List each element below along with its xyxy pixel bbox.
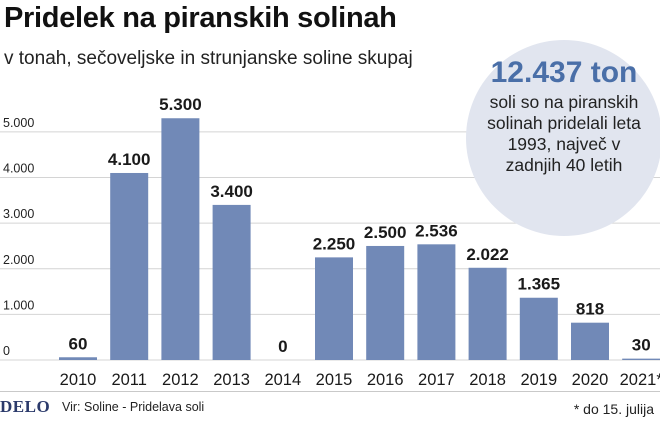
x-tick-label: 2016	[367, 371, 404, 389]
callout-text: soli so na piranskih solinah pridelali l…	[487, 92, 641, 175]
chart-subtitle: v tonah, sečoveljske in strunjanske soli…	[4, 48, 413, 69]
data-label: 3.400	[210, 182, 253, 201]
x-tick-label: 2019	[520, 371, 557, 389]
data-label: 818	[576, 300, 604, 319]
source-note: Vir: Soline - Pridelava soli	[62, 400, 205, 414]
bar	[571, 322, 609, 360]
data-label: 1.365	[518, 275, 561, 294]
bar	[161, 118, 200, 361]
y-tick-label: 5.000	[3, 116, 34, 130]
x-tick-label: 2020	[572, 371, 609, 389]
bar	[417, 244, 456, 360]
x-tick-label: 2014	[264, 371, 301, 389]
x-tick-label: 2021*	[620, 371, 660, 389]
data-label: 4.100	[108, 150, 151, 169]
data-label: 30	[632, 336, 651, 355]
y-tick-label: 1.000	[3, 298, 34, 312]
data-label: 2.250	[313, 234, 356, 253]
callout-value: 12.437 ton	[490, 56, 638, 89]
y-tick-label: 0	[3, 344, 10, 358]
data-label: 2.022	[466, 245, 509, 264]
x-tick-label: 2015	[316, 371, 353, 389]
x-tick-label: 2010	[60, 371, 97, 389]
x-tick-label: 2012	[162, 371, 199, 389]
y-tick-label: 3.000	[3, 207, 34, 221]
bar	[59, 357, 97, 360]
chart-title: Pridelek na piranskih solinah	[4, 2, 397, 34]
data-label: 60	[69, 334, 88, 353]
data-label: 0	[278, 337, 287, 356]
footer-divider	[0, 391, 660, 392]
x-tick-label: 2011	[111, 371, 146, 389]
bar	[315, 257, 353, 360]
data-label: 2.536	[415, 221, 458, 240]
y-tick-label: 4.000	[3, 162, 34, 176]
bar	[110, 172, 149, 360]
x-tick-label: 2018	[469, 371, 506, 389]
record-callout: 12.437 ton soli so na piranskih solinah …	[466, 40, 660, 236]
data-label: 2.500	[364, 223, 407, 242]
footnote: * do 15. julija	[573, 401, 654, 417]
delo-logo: DELO	[0, 397, 51, 416]
x-tick-label: 2017	[418, 371, 455, 389]
x-tick-label: 2013	[213, 371, 250, 389]
bar	[519, 297, 558, 360]
data-label: 5.300	[159, 95, 202, 114]
bar	[366, 245, 405, 360]
bar	[468, 267, 507, 360]
bar	[622, 358, 660, 360]
bar-chart: 0 1.000 2.000 3.000 4.000 5.000 60 2010 4.100 201…	[0, 95, 660, 389]
y-tick-label: 2.000	[3, 253, 34, 267]
bar	[212, 204, 251, 360]
